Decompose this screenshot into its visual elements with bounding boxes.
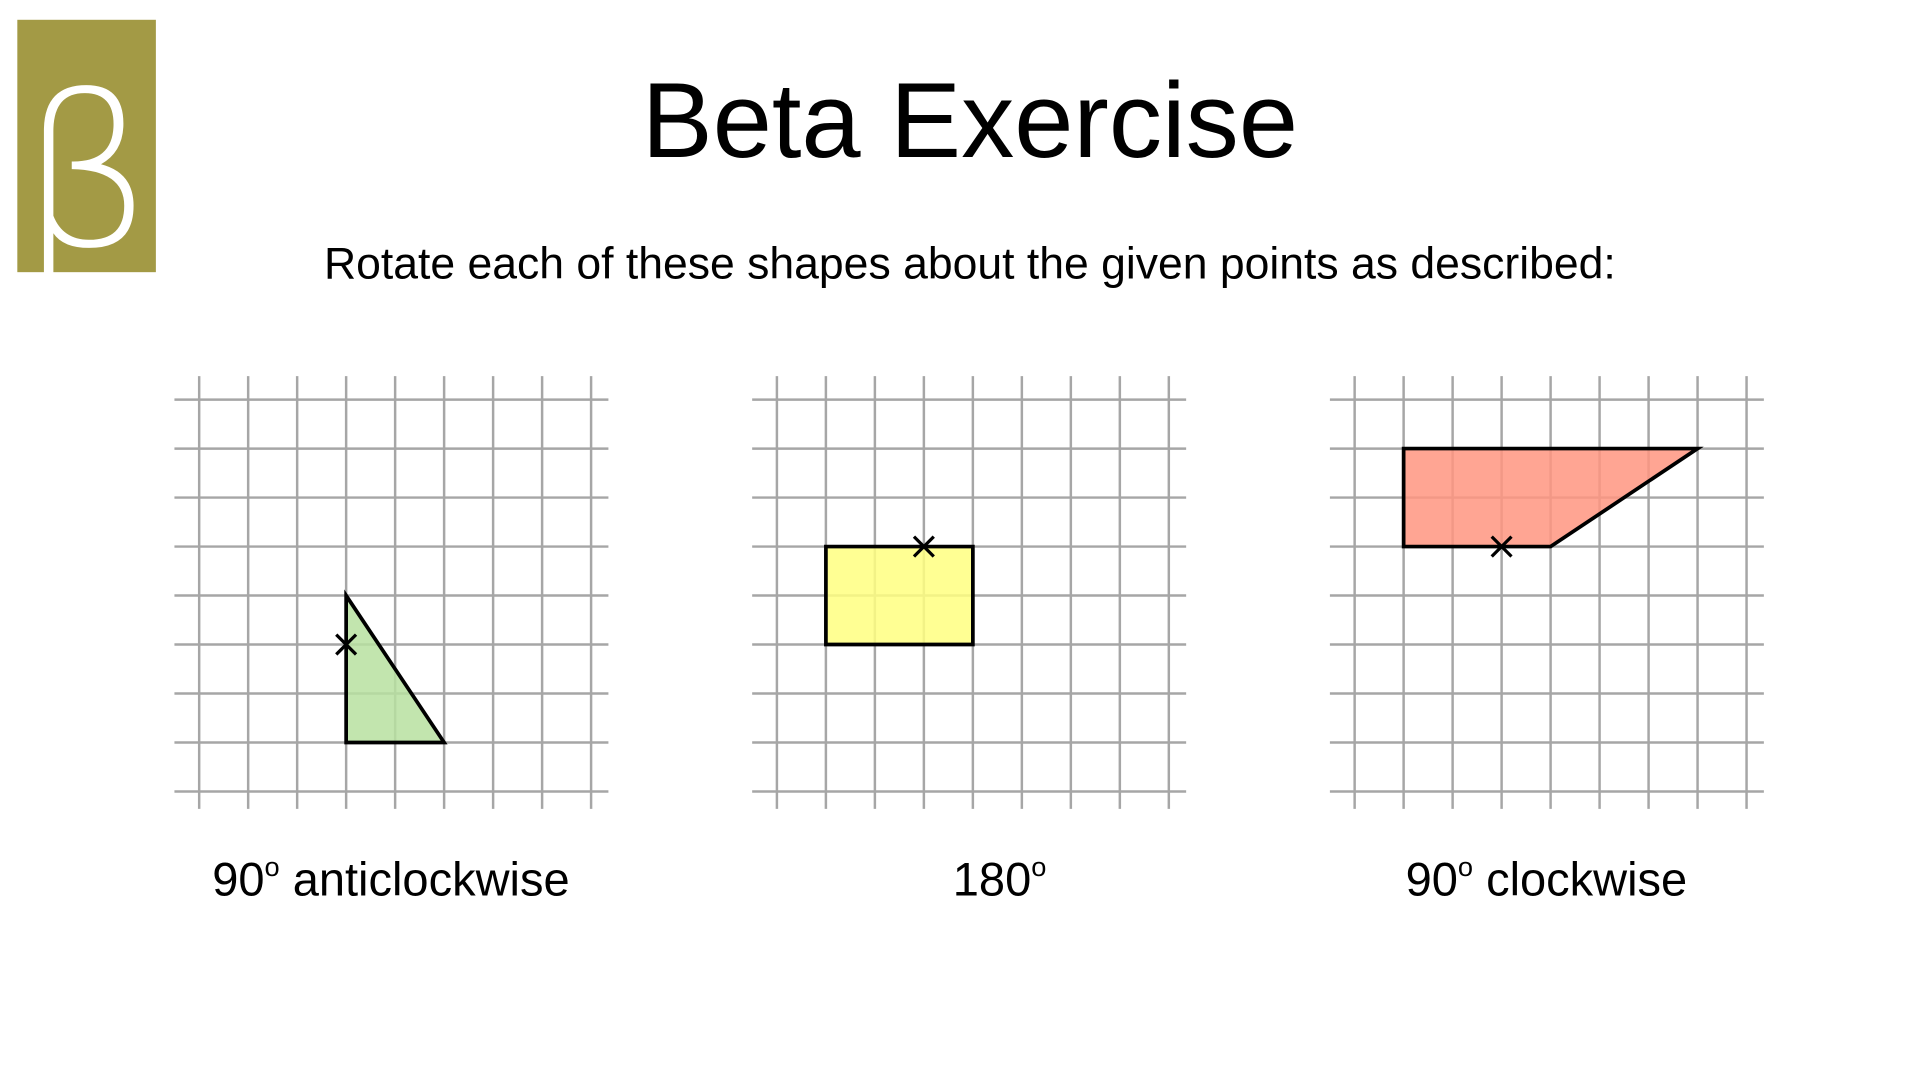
centre-of-rotation-cross-icon <box>335 633 358 656</box>
grid-panel-2 <box>752 376 1187 809</box>
caption-direction: clockwise <box>1473 853 1687 906</box>
grid-panel-3 <box>1329 376 1764 809</box>
caption-angle: 90 <box>1406 853 1458 906</box>
trapezium-shape <box>1401 446 1704 549</box>
grid-panel-1 <box>174 376 609 809</box>
logo-glyph: β <box>19 50 153 295</box>
caption-1: 90o anticlockwise <box>212 851 569 906</box>
svg-text:90o anticlockwise: 90o anticlockwise <box>212 851 569 906</box>
page-title: Beta Exercise <box>642 61 1298 180</box>
instruction-text: Rotate each of these shapes about the gi… <box>324 239 1616 288</box>
rectangle-shape <box>824 544 975 647</box>
degree-symbol: o <box>265 851 280 882</box>
logo-background <box>17 19 156 273</box>
caption-2: 180o <box>953 851 1047 906</box>
caption-direction: anticlockwise <box>280 853 570 906</box>
centre-of-rotation-cross-icon <box>1490 535 1513 558</box>
beta-logo: β <box>17 19 156 295</box>
caption-angle: 90 <box>212 853 264 906</box>
degree-symbol: o <box>1031 851 1046 882</box>
triangle-shape <box>344 589 448 745</box>
caption-3: 90o clockwise <box>1406 851 1688 906</box>
svg-text:90o clockwise: 90o clockwise <box>1406 851 1688 906</box>
centre-of-rotation-cross-icon <box>912 535 935 558</box>
svg-text:180o: 180o <box>953 851 1047 906</box>
caption-angle: 180 <box>953 853 1031 906</box>
degree-symbol: o <box>1458 851 1473 882</box>
